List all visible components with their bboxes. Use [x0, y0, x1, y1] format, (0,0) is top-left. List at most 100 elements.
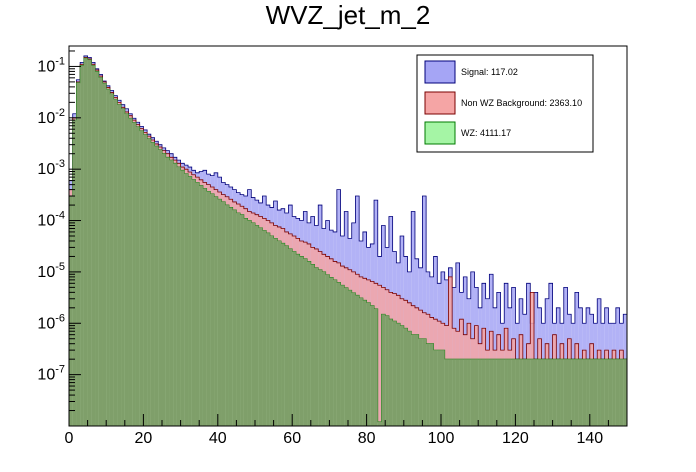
y-tick-label: 10-4: [37, 210, 65, 230]
overlap-bar-14: [121, 108, 125, 426]
overlap-bar-91: [407, 331, 412, 426]
overlap-bar-31: [184, 173, 189, 426]
overlap-bar-103: [452, 359, 456, 426]
overlap-bar-44: [232, 210, 237, 426]
legend-swatch-non-wz-background: [424, 91, 456, 115]
plot-area: [69, 55, 627, 426]
overlap-bar-99: [437, 350, 441, 426]
overlap-bar-78: [359, 298, 363, 426]
overlap-bar-73: [340, 285, 345, 426]
overlap-bar-57: [281, 243, 285, 426]
overlap-bar-116: [500, 359, 505, 426]
overlap-bar-23: [154, 146, 159, 426]
overlap-bar-56: [277, 240, 282, 426]
overlap-bar-2: [76, 82, 81, 426]
legend-label-wz: WZ: 4111.17: [461, 128, 511, 138]
x-tick-label: 20: [135, 430, 153, 447]
overlap-bar-149: [623, 359, 627, 426]
bar-signal-129: [548, 283, 553, 426]
overlap-bar-51: [258, 227, 263, 426]
overlap-bar-83: [377, 421, 382, 426]
overlap-bar-81: [370, 305, 375, 426]
overlap-bar-118: [507, 359, 512, 426]
overlap-bar-46: [240, 214, 244, 426]
overlap-bar-111: [481, 359, 486, 426]
overlap-bar-131: [556, 359, 561, 426]
overlap-bar-100: [441, 350, 445, 426]
overlap-bar-146: [612, 359, 616, 426]
overlap-bar-68: [321, 271, 326, 426]
legend-swatch-wz: [424, 121, 456, 145]
overlap-bar-50: [255, 225, 259, 426]
overlap-bar-127: [541, 359, 546, 426]
overlap-bar-133: [563, 359, 568, 426]
x-tick-label: 40: [209, 430, 227, 447]
overlap-bar-43: [228, 207, 233, 426]
overlap-bar-63: [303, 258, 308, 426]
overlap-bar-117: [504, 359, 508, 426]
overlap-bar-87: [392, 321, 397, 426]
overlap-bar-142: [597, 359, 601, 426]
overlap-bar-49: [251, 222, 255, 426]
overlap-bar-24: [158, 149, 162, 426]
overlap-bar-17: [132, 122, 136, 426]
overlap-bar-97: [429, 343, 434, 426]
y-tick-label: 10-1: [37, 55, 65, 75]
overlap-bar-67: [318, 269, 322, 426]
overlap-bar-60: [292, 251, 296, 426]
overlap-bar-1: [72, 120, 77, 426]
overlap-bar-69: [325, 274, 330, 426]
overlap-bar-40: [217, 199, 222, 426]
x-tick-label: 120: [502, 430, 529, 447]
overlap-bar-138: [582, 359, 587, 426]
overlap-bar-110: [478, 359, 482, 426]
overlap-bar-42: [225, 205, 229, 426]
overlap-bar-16: [128, 118, 133, 426]
overlap-bar-47: [243, 218, 248, 426]
overlap-bar-13: [117, 104, 122, 426]
overlap-bar-65: [310, 264, 315, 426]
overlap-bar-94: [418, 338, 423, 426]
overlap-bar-0: [69, 196, 73, 426]
overlap-bar-41: [221, 201, 226, 426]
y-tick-label: 10-5: [37, 261, 65, 281]
overlap-bar-62: [299, 256, 304, 426]
overlap-bar-114: [493, 359, 497, 426]
overlap-bar-8: [98, 77, 103, 426]
overlap-bar-7: [95, 71, 99, 426]
overlap-bar-10: [106, 89, 110, 426]
outline-non-wz-background: [69, 56, 627, 426]
overlap-bar-79: [362, 300, 367, 426]
overlap-bar-29: [176, 167, 181, 426]
overlap-bar-119: [511, 359, 516, 426]
overlap-bar-145: [608, 359, 613, 426]
legend-label-signal: Signal: 117.02: [461, 67, 518, 77]
overlap-bar-123: [526, 359, 531, 426]
overlap-bar-107: [467, 359, 471, 426]
overlap-bar-141: [593, 359, 598, 426]
overlap-bar-39: [214, 196, 218, 426]
overlap-bar-3: [80, 65, 84, 426]
overlap-bar-48: [247, 220, 252, 426]
overlap-bar-102: [448, 359, 453, 426]
overlap-bar-4: [83, 58, 88, 426]
overlap-bar-27: [169, 160, 174, 426]
overlap-bar-115: [496, 359, 501, 426]
overlap-bar-129: [548, 359, 553, 426]
overlap-bar-106: [463, 359, 468, 426]
overlap-bar-95: [422, 338, 427, 426]
overlap-bar-38: [210, 193, 215, 426]
bar-signal-133: [563, 287, 568, 426]
overlap-bar-96: [426, 343, 430, 426]
chart-title: WVZ_jet_m_2: [266, 0, 431, 30]
x-tick-label: 80: [358, 430, 376, 447]
overlap-bar-120: [515, 359, 520, 426]
overlap-bar-32: [188, 176, 192, 426]
overlap-bar-128: [545, 359, 549, 426]
x-axis: 0 20 40 60 80 100 120 140: [65, 414, 628, 447]
overlap-bar-137: [578, 359, 583, 426]
overlap-bar-71: [333, 279, 337, 426]
overlap-bar-90: [403, 328, 408, 426]
bar-non-wz-background-83: [377, 285, 382, 426]
